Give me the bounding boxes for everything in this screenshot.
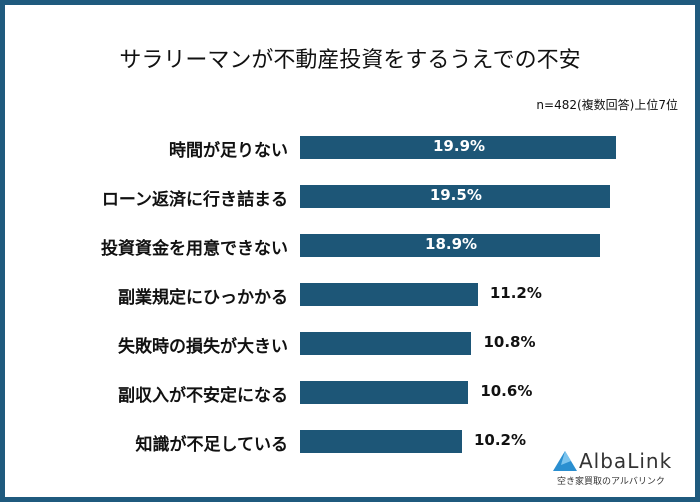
category-label: 副業規定にひっかかる	[118, 288, 288, 308]
category-label: 投資資金を用意できない	[101, 239, 288, 259]
bar	[300, 430, 462, 453]
value-label: 19.9%	[433, 137, 486, 155]
value-label: 10.8%	[483, 333, 536, 351]
value-label: 18.9%	[425, 235, 478, 253]
value-label: 11.2%	[489, 284, 542, 302]
category-label: 失敗時の損失が大きい	[118, 337, 288, 357]
value-label: 19.5%	[429, 186, 482, 204]
chart-title: サラリーマンが不動産投資をするうえでの不安	[119, 48, 581, 73]
bar	[300, 185, 610, 208]
value-label: 10.2%	[473, 431, 527, 449]
sample-note: n=482(複数回答)上位7位	[536, 98, 678, 112]
value-label: 10.6%	[480, 382, 533, 400]
logo-name: AlbaLink	[579, 449, 673, 473]
bar	[300, 136, 616, 159]
logo-mountain-icon	[553, 451, 577, 471]
logo-tagline: 空き家買取のアルバリンク	[557, 477, 665, 487]
category-label: 副収入が不安定になる	[118, 386, 288, 406]
bar	[300, 234, 601, 257]
bar	[300, 381, 469, 404]
bar	[300, 332, 472, 355]
bar	[300, 283, 478, 306]
category-label: 知識が不足している	[135, 435, 289, 455]
category-label: ローン返済に行き詰まる	[101, 190, 288, 210]
category-label: 時間が足りない	[169, 141, 288, 161]
